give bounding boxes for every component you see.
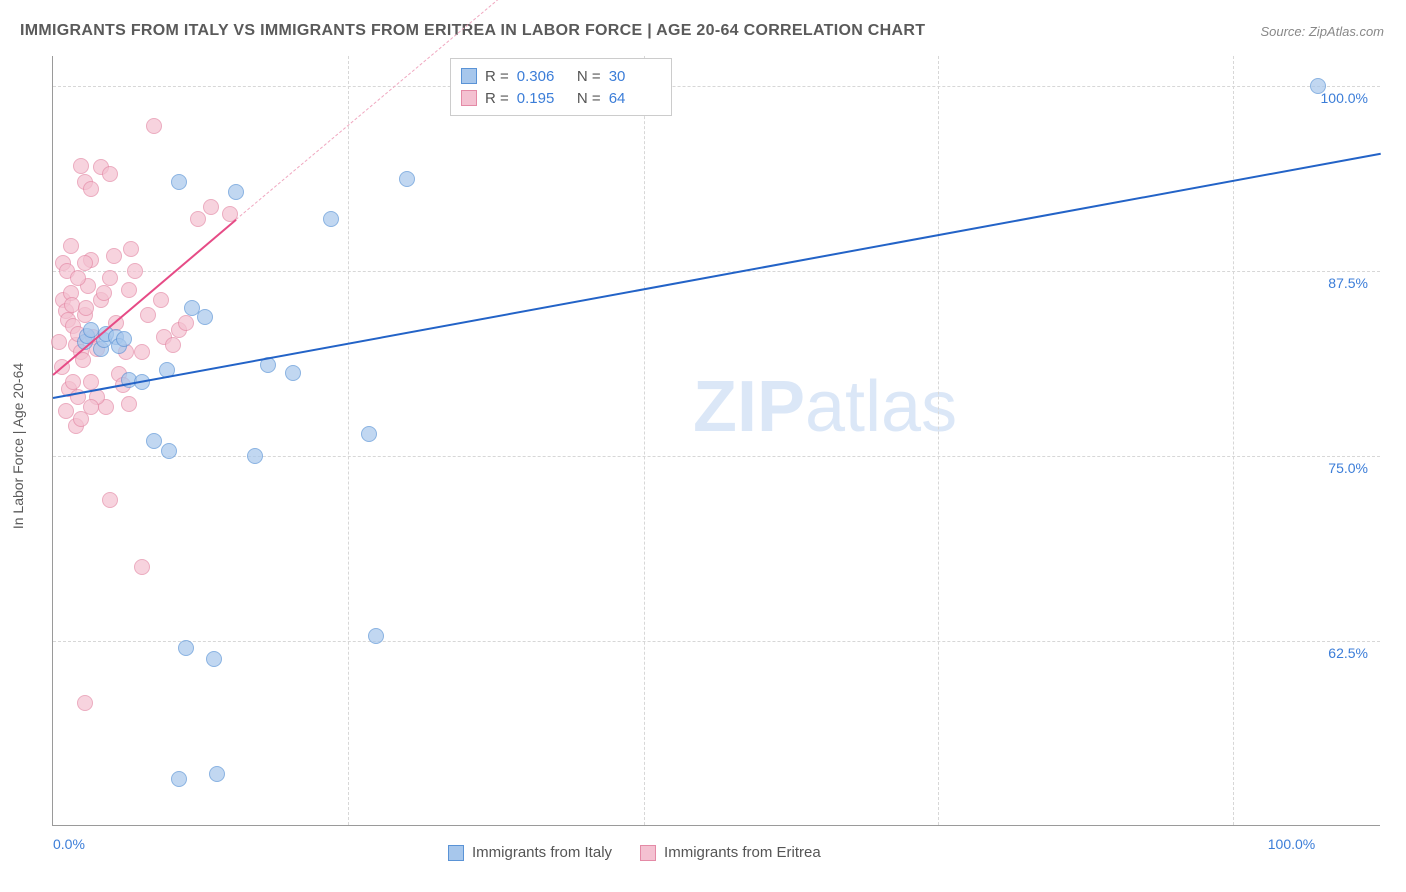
scatter-point <box>228 184 244 200</box>
gridline-horizontal <box>53 641 1380 642</box>
scatter-point <box>70 270 86 286</box>
scatter-point <box>247 448 263 464</box>
legend-swatch <box>640 845 656 861</box>
stat-row: R = 0.306 N = 30 <box>461 65 657 87</box>
watermark-thin: atlas <box>805 367 957 447</box>
scatter-point <box>323 211 339 227</box>
scatter-point <box>140 307 156 323</box>
series-swatch <box>461 90 477 106</box>
legend-item: Immigrants from Italy <box>448 844 612 861</box>
scatter-point <box>121 282 137 298</box>
correlation-stats-box: R = 0.306 N = 30 R = 0.195 N = 64 <box>450 58 672 116</box>
scatter-point <box>102 166 118 182</box>
scatter-point <box>134 344 150 360</box>
watermark: ZIPatlas <box>693 366 957 448</box>
scatter-point <box>78 300 94 316</box>
stat-n-label: N = <box>573 68 601 85</box>
legend-item: Immigrants from Eritrea <box>640 844 821 861</box>
watermark-bold: ZIP <box>693 367 805 447</box>
y-tick-label: 75.0% <box>1328 460 1368 476</box>
stat-row: R = 0.195 N = 64 <box>461 87 657 109</box>
scatter-point <box>146 118 162 134</box>
plot-area: ZIPatlas 62.5%75.0%87.5%100.0%0.0%100.0% <box>52 56 1380 826</box>
scatter-point <box>121 396 137 412</box>
scatter-point <box>65 374 81 390</box>
gridline-vertical <box>644 56 645 825</box>
stat-r-value: 0.306 <box>517 68 565 85</box>
legend-bottom: Immigrants from Italy Immigrants from Eri… <box>448 844 821 861</box>
y-tick-label: 87.5% <box>1328 275 1368 291</box>
scatter-point <box>63 238 79 254</box>
legend-label: Immigrants from Eritrea <box>664 844 821 861</box>
stat-n-value: 64 <box>609 90 657 107</box>
y-tick-label: 62.5% <box>1328 645 1368 661</box>
scatter-point <box>197 309 213 325</box>
gridline-vertical <box>348 56 349 825</box>
gridline-horizontal <box>53 86 1380 87</box>
scatter-point <box>116 331 132 347</box>
scatter-point <box>51 334 67 350</box>
scatter-point <box>146 433 162 449</box>
stat-r-value: 0.195 <box>517 90 565 107</box>
scatter-point <box>102 492 118 508</box>
series-swatch <box>461 68 477 84</box>
scatter-point <box>203 199 219 215</box>
scatter-point <box>1310 78 1326 94</box>
scatter-point <box>96 285 112 301</box>
stat-r-label: R = <box>485 90 509 107</box>
scatter-point <box>171 174 187 190</box>
scatter-point <box>285 365 301 381</box>
scatter-point <box>368 628 384 644</box>
scatter-point <box>361 426 377 442</box>
scatter-point <box>73 158 89 174</box>
x-tick-label: 0.0% <box>53 836 85 852</box>
scatter-point <box>134 559 150 575</box>
legend-swatch <box>448 845 464 861</box>
gridline-horizontal <box>53 271 1380 272</box>
legend-label: Immigrants from Italy <box>472 844 612 861</box>
scatter-point <box>106 248 122 264</box>
scatter-point <box>190 211 206 227</box>
scatter-point <box>206 651 222 667</box>
source-attribution: Source: ZipAtlas.com <box>1260 24 1384 39</box>
scatter-point <box>153 292 169 308</box>
y-tick-label: 100.0% <box>1321 90 1368 106</box>
scatter-point <box>123 241 139 257</box>
gridline-vertical <box>938 56 939 825</box>
scatter-point <box>178 640 194 656</box>
scatter-point <box>178 315 194 331</box>
y-axis-label: In Labor Force | Age 20-64 <box>10 363 26 529</box>
chart-container: IMMIGRANTS FROM ITALY VS IMMIGRANTS FROM… <box>0 0 1406 892</box>
scatter-point <box>171 771 187 787</box>
scatter-point <box>102 270 118 286</box>
scatter-point <box>77 255 93 271</box>
gridline-vertical <box>1233 56 1234 825</box>
stat-n-label: N = <box>573 90 601 107</box>
scatter-point <box>83 181 99 197</box>
scatter-point <box>58 403 74 419</box>
scatter-point <box>77 695 93 711</box>
scatter-point <box>127 263 143 279</box>
scatter-point <box>209 766 225 782</box>
chart-title: IMMIGRANTS FROM ITALY VS IMMIGRANTS FROM… <box>20 22 925 40</box>
x-tick-label: 100.0% <box>1268 836 1315 852</box>
stat-r-label: R = <box>485 68 509 85</box>
scatter-point <box>399 171 415 187</box>
stat-n-value: 30 <box>609 68 657 85</box>
scatter-point <box>83 374 99 390</box>
trendline <box>53 152 1381 398</box>
scatter-point <box>73 411 89 427</box>
scatter-point <box>161 443 177 459</box>
scatter-point <box>165 337 181 353</box>
